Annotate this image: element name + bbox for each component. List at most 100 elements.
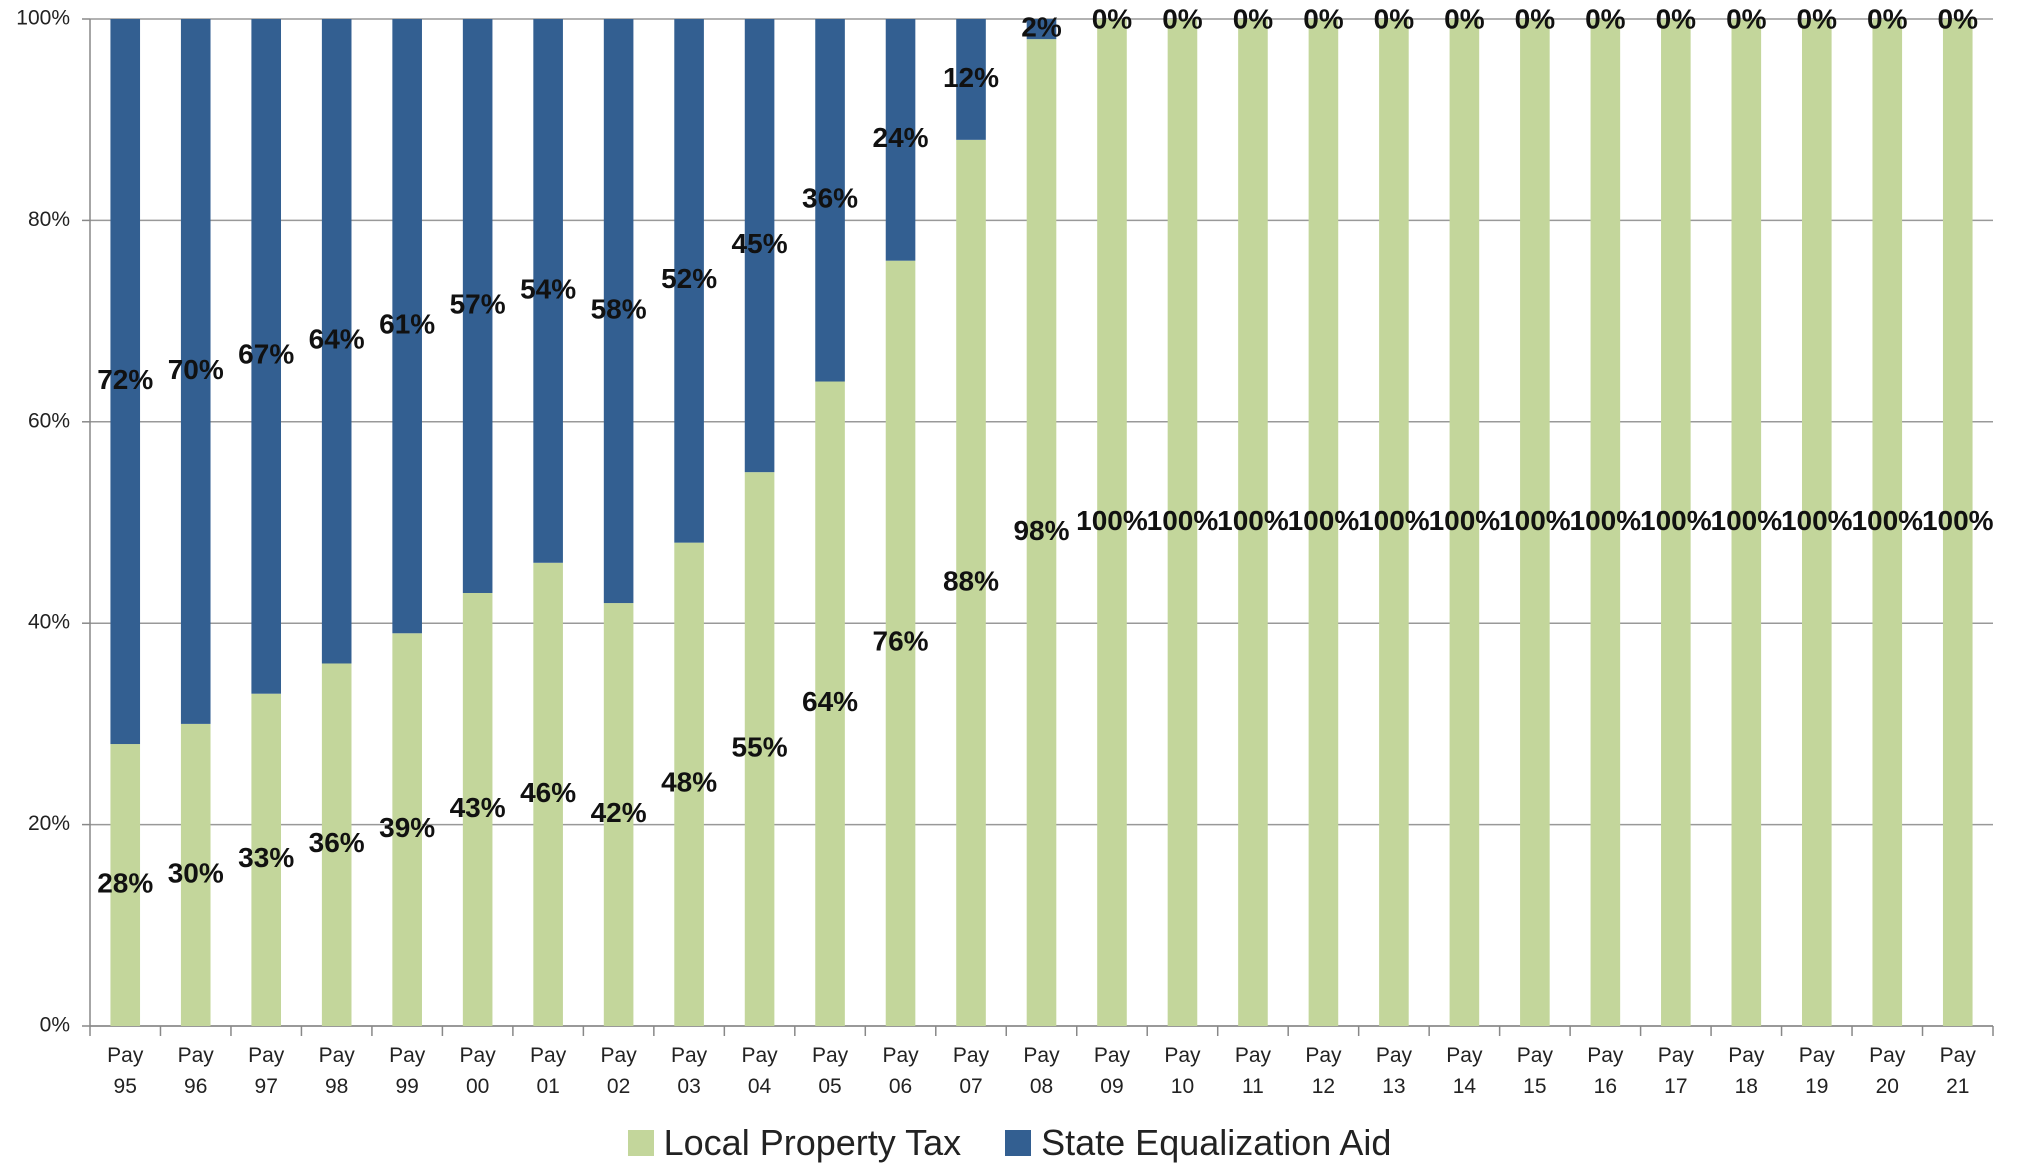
bar-segment <box>815 381 845 1026</box>
data-label: 100% <box>1147 505 1219 536</box>
x-tick-label: Pay 06 <box>882 1044 919 1098</box>
x-tick-label: Pay 01 <box>530 1044 567 1098</box>
data-label: 54% <box>520 273 576 304</box>
data-label: 100% <box>1499 505 1571 536</box>
bar-segment <box>180 723 211 1026</box>
bar-segment <box>956 19 986 140</box>
data-label: 100% <box>1570 505 1642 536</box>
data-label: 100% <box>1922 505 1994 536</box>
bar-segment <box>1520 19 1550 1026</box>
data-label: 64% <box>802 686 858 717</box>
data-label: 45% <box>732 228 788 259</box>
data-label: 76% <box>873 626 929 657</box>
x-tick-label: Pay 03 <box>670 1044 708 1098</box>
data-label: 0% <box>1303 3 1344 34</box>
data-label: 0% <box>1938 3 1979 34</box>
x-tick-label: Pay 96 <box>177 1044 214 1098</box>
x-tick-label: Pay 12 <box>1305 1044 1342 1098</box>
data-label: 33% <box>238 842 294 873</box>
data-label: 0% <box>1374 3 1415 34</box>
legend-swatch <box>627 1130 654 1156</box>
x-tick-label: Pay 14 <box>1446 1044 1483 1098</box>
bar-segment <box>533 19 563 563</box>
bar-segment <box>110 744 141 1026</box>
y-tick-label: 80% <box>28 208 70 231</box>
bar-segment <box>1238 19 1268 1026</box>
x-tick-label: Pay 08 <box>1023 1044 1060 1098</box>
data-label: 100% <box>1711 505 1783 536</box>
x-tick-label: Pay 98 <box>318 1044 355 1098</box>
x-tick-label: Pay 10 <box>1164 1044 1201 1098</box>
data-label: 36% <box>802 183 858 214</box>
data-label: 12% <box>943 62 999 93</box>
x-tick-label: Pay 05 <box>811 1044 849 1098</box>
data-label: 46% <box>520 777 576 808</box>
legend-item: Local Property Tax <box>627 1122 962 1164</box>
data-label: 55% <box>732 731 788 762</box>
data-label: 0% <box>1092 3 1133 34</box>
bar-segment <box>251 693 282 1026</box>
bar-segment <box>1026 19 1057 40</box>
data-label: 100% <box>1076 505 1148 536</box>
y-tick-label: 60% <box>28 409 70 432</box>
data-label: 70% <box>168 354 224 385</box>
data-label: 88% <box>943 565 999 596</box>
data-label: 2% <box>1021 11 1062 42</box>
data-label: 30% <box>168 857 224 888</box>
bar-segment <box>1026 39 1057 1026</box>
data-label: 48% <box>661 767 717 798</box>
data-label: 0% <box>1585 3 1626 34</box>
data-label: 100% <box>1851 505 1923 536</box>
bar-segment <box>603 19 634 604</box>
data-label: 64% <box>309 324 365 355</box>
data-label: 100% <box>1781 505 1853 536</box>
x-tick-label: Pay 99 <box>389 1044 426 1098</box>
data-label: 24% <box>873 122 929 153</box>
x-tick-label: Pay 16 <box>1587 1044 1624 1098</box>
legend-label: Local Property Tax <box>663 1122 962 1163</box>
legend-swatch <box>1005 1130 1032 1156</box>
x-tick-label: Pay 97 <box>248 1044 285 1098</box>
data-label: 100% <box>1640 505 1712 536</box>
data-label: 39% <box>379 812 435 843</box>
data-label: 100% <box>1288 505 1360 536</box>
bar-segment <box>1308 19 1339 1026</box>
legend-label: State Equalization Aid <box>1041 1122 1392 1163</box>
bar-segment <box>885 19 916 261</box>
x-tick-label: Pay 19 <box>1798 1044 1835 1098</box>
bar-segment <box>1449 19 1480 1026</box>
x-tick-label: Pay 20 <box>1869 1044 1906 1098</box>
bar-segment <box>251 19 282 694</box>
data-label: 100% <box>1217 505 1289 536</box>
x-tick-label: Pay 17 <box>1657 1044 1694 1098</box>
data-label: 72% <box>97 364 153 395</box>
bar-segment <box>1872 19 1903 1026</box>
x-tick-label: Pay 21 <box>1939 1044 1976 1098</box>
data-label: 0% <box>1162 3 1203 34</box>
data-label: 100% <box>1429 505 1501 536</box>
bar-segment <box>110 19 141 745</box>
data-label: 100% <box>1358 505 1430 536</box>
data-label: 36% <box>309 827 365 858</box>
data-label: 0% <box>1515 3 1556 34</box>
bar-segment <box>462 592 493 1026</box>
bar-segment <box>674 19 704 543</box>
bar-segment <box>1097 19 1127 1026</box>
bar-segment <box>1942 19 1973 1026</box>
x-tick-label: Pay 00 <box>459 1044 496 1098</box>
legend-item: State Equalization Aid <box>1005 1122 1391 1164</box>
bar-segment <box>1167 19 1198 1026</box>
bar-segment <box>956 139 986 1027</box>
y-tick-label: 100% <box>16 7 70 30</box>
data-label: 28% <box>97 867 153 898</box>
x-tick-label: Pay 02 <box>600 1044 637 1098</box>
x-tick-label: Pay 15 <box>1516 1044 1553 1098</box>
bar-segment <box>674 542 704 1026</box>
data-label: 0% <box>1797 3 1838 34</box>
y-tick-label: 40% <box>28 611 70 634</box>
bar-segment <box>1661 19 1691 1026</box>
data-label: 0% <box>1867 3 1908 34</box>
bar-segment <box>1379 19 1409 1026</box>
bar-segment <box>180 19 211 724</box>
